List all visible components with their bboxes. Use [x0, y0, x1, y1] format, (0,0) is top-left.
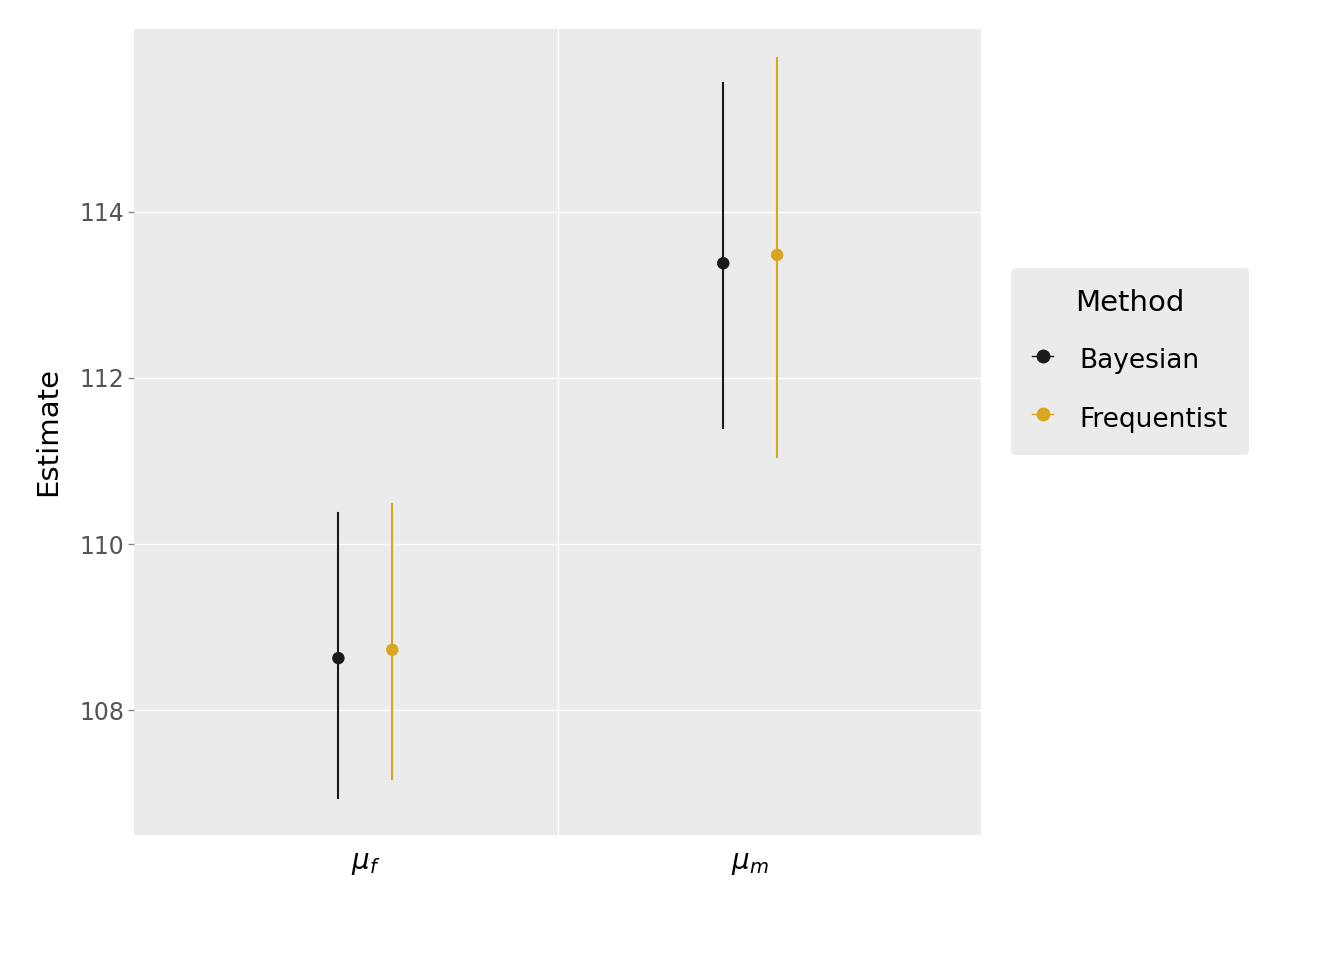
- Point: [712, 255, 734, 271]
- Point: [382, 642, 403, 658]
- Y-axis label: Estimate: Estimate: [35, 368, 62, 496]
- Legend: Bayesian, Frequentist: Bayesian, Frequentist: [1011, 268, 1249, 455]
- Point: [766, 248, 788, 263]
- Point: [328, 651, 349, 666]
